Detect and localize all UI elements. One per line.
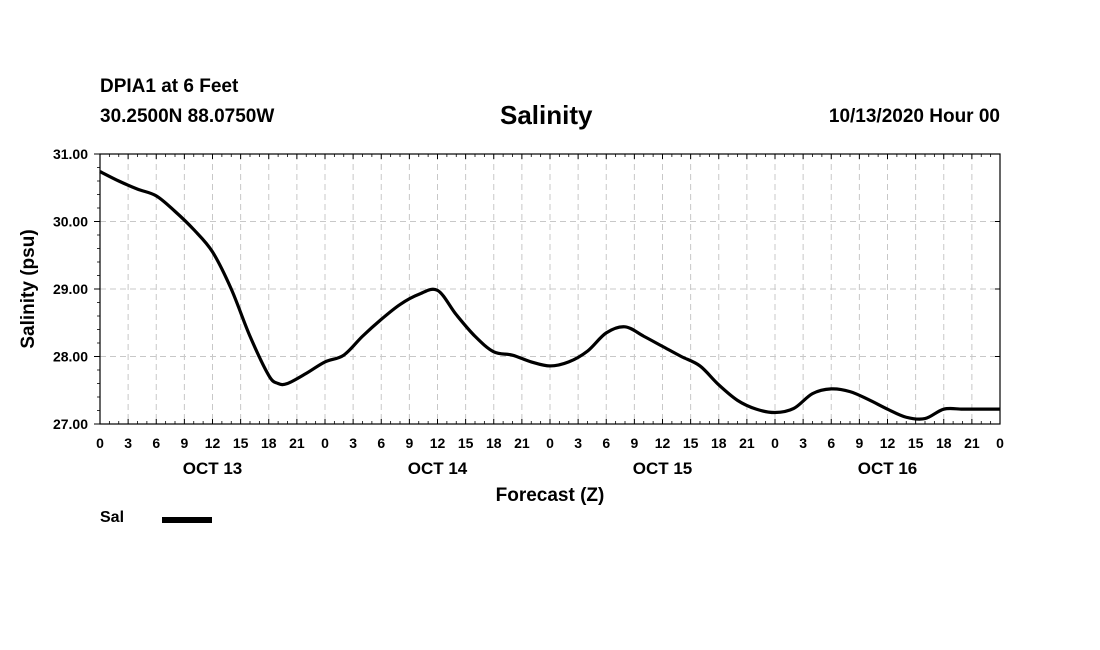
y-tick-label: 30.00	[53, 214, 88, 230]
x-tick-label: 3	[799, 435, 807, 451]
x-tick-label: 9	[630, 435, 638, 451]
x-tick-label: 3	[574, 435, 582, 451]
legend-label: Sal	[100, 509, 125, 526]
y-tick-label: 29.00	[53, 281, 88, 297]
x-tick-label: 3	[349, 435, 357, 451]
x-tick-label: 6	[377, 435, 385, 451]
forecast-timestamp: 10/13/2020 Hour 00	[828, 106, 1000, 127]
x-tick-label: 3	[124, 435, 132, 451]
x-tick-label: 21	[964, 435, 980, 451]
x-tick-label: 15	[683, 435, 699, 451]
x-tick-label: 21	[739, 435, 755, 451]
x-tick-label: 12	[205, 435, 221, 451]
station-coordinates: 30.2500N 88.0750W	[100, 106, 275, 127]
x-tick-label: 6	[827, 435, 835, 451]
x-tick-label: 18	[261, 435, 277, 451]
x-tick-label: 18	[936, 435, 952, 451]
day-label: OCT 13	[183, 459, 243, 478]
x-tick-label: 9	[855, 435, 863, 451]
x-tick-label: 18	[486, 435, 502, 451]
x-tick-label: 9	[180, 435, 188, 451]
x-tick-label: 0	[546, 435, 554, 451]
chart-title: Salinity	[500, 100, 593, 130]
x-tick-label: 0	[321, 435, 329, 451]
x-axis-label: Forecast (Z)	[496, 485, 605, 506]
x-tick-label: 15	[233, 435, 249, 451]
station-name: DPIA1 at 6 Feet	[100, 76, 239, 97]
y-tick-label: 31.00	[53, 146, 88, 162]
x-tick-label: 9	[405, 435, 413, 451]
x-tick-label: 15	[458, 435, 474, 451]
x-tick-label: 18	[711, 435, 727, 451]
x-tick-label: 21	[289, 435, 305, 451]
x-tick-label: 0	[96, 435, 104, 451]
legend-swatch	[162, 517, 212, 523]
y-tick-label: 27.00	[53, 416, 88, 432]
x-tick-label: 0	[771, 435, 779, 451]
x-tick-label: 6	[602, 435, 610, 451]
x-tick-label: 15	[908, 435, 924, 451]
x-tick-label: 12	[430, 435, 446, 451]
x-tick-label: 0	[996, 435, 1004, 451]
y-axis-label: Salinity (psu)	[18, 229, 39, 348]
x-tick-label: 12	[880, 435, 896, 451]
day-label: OCT 16	[858, 459, 918, 478]
x-tick-label: 6	[152, 435, 160, 451]
series-line-sal	[99, 170, 1000, 421]
day-label: OCT 15	[633, 459, 693, 478]
x-tick-label: 12	[655, 435, 671, 451]
day-label: OCT 14	[408, 459, 468, 478]
y-tick-label: 28.00	[53, 349, 88, 365]
x-tick-label: 21	[514, 435, 530, 451]
